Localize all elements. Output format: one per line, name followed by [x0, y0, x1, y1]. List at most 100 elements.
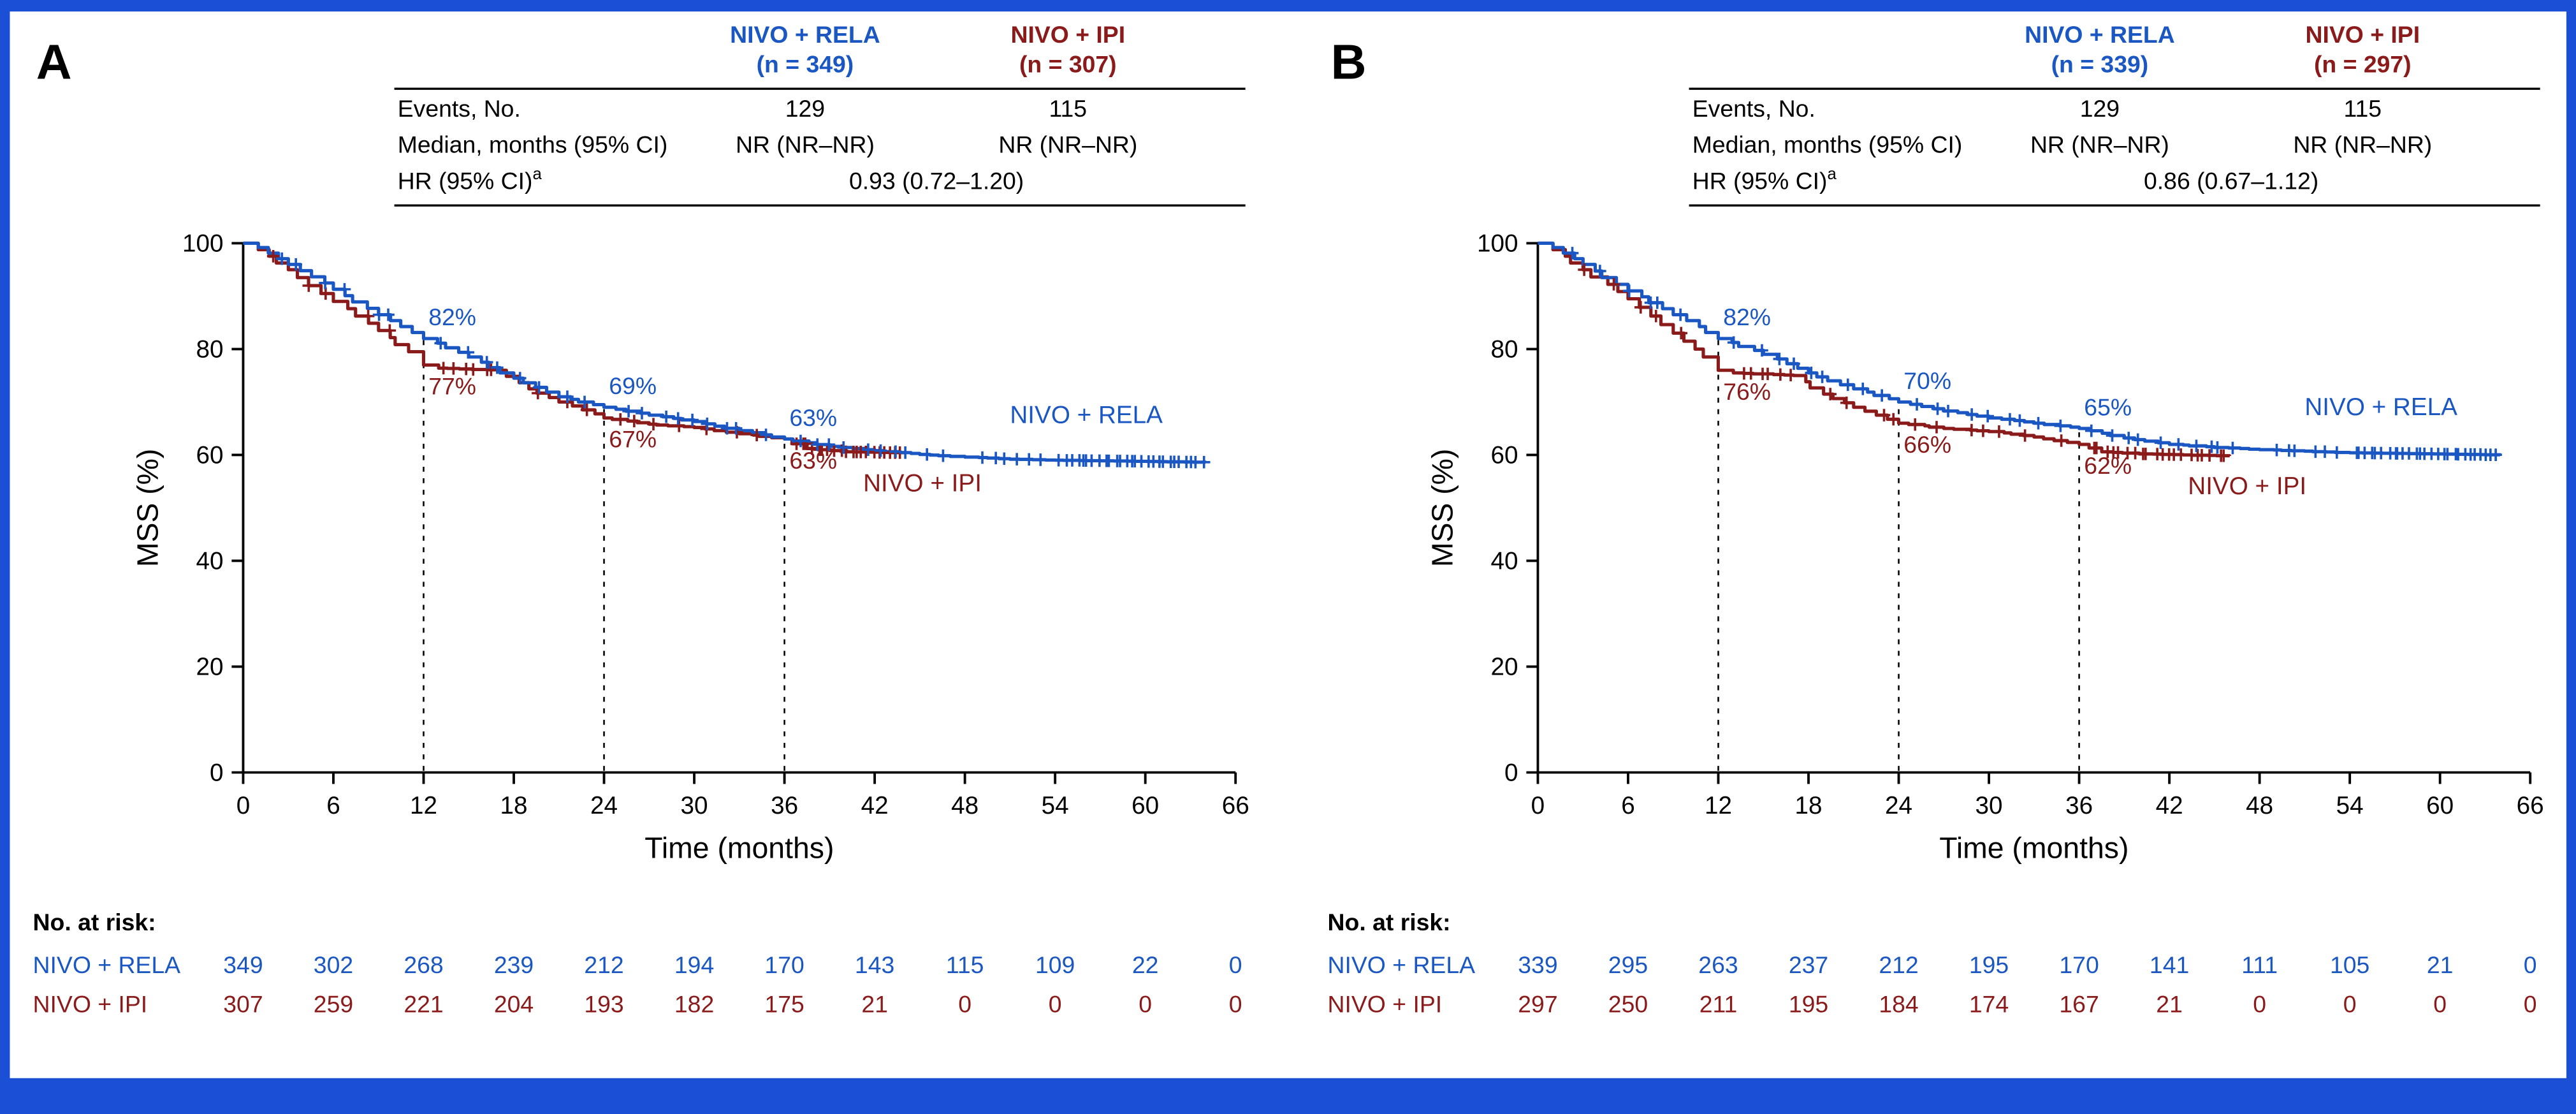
x-tick-label: 60	[2426, 792, 2454, 819]
col-header-ipi-n: (n = 307)	[1019, 50, 1117, 77]
y-tick-label: 80	[196, 335, 224, 363]
at-risk-value: 195	[1789, 991, 1828, 1018]
x-tick-label: 0	[236, 792, 251, 819]
x-tick-label: 48	[2246, 792, 2273, 819]
at-risk-value: 21	[861, 991, 888, 1018]
y-axis-label: MSS (%)	[131, 449, 164, 568]
curve-label-nivo-rela: NIVO + RELA	[2304, 393, 2457, 421]
x-tick-label: 36	[2065, 792, 2093, 819]
x-tick-label: 30	[681, 792, 708, 819]
at-risk-value: 0	[2433, 991, 2447, 1018]
at-risk-value: 268	[404, 951, 443, 978]
landmark-pct-ipi: 76%	[1723, 378, 1771, 405]
events-ipi-value: 115	[1049, 95, 1088, 122]
at-risk-value: 111	[2241, 951, 2278, 978]
at-risk-value: 0	[2524, 991, 2537, 1018]
y-tick-label: 100	[1477, 230, 1518, 257]
y-tick-label: 20	[196, 653, 224, 680]
events-rela-value: 129	[785, 95, 825, 122]
curve-label-nivo-ipi: NIVO + IPI	[2188, 473, 2306, 500]
at-risk-value: 174	[1969, 991, 2009, 1018]
x-tick-label: 42	[861, 792, 889, 819]
hr-row-label: HR (95% CI)a	[1692, 165, 1837, 194]
events-row-label: Events, No.	[398, 95, 521, 122]
col-header-rela-n: (n = 349)	[757, 50, 854, 77]
col-header-rela-n: (n = 339)	[2051, 50, 2149, 77]
median-rela-value: NR (NR–NR)	[736, 131, 875, 158]
median-row-label: Median, months (95% CI)	[1692, 131, 1963, 158]
curve-label-nivo-rela: NIVO + RELA	[1010, 401, 1163, 429]
at-risk-value: 339	[1518, 951, 1557, 978]
y-tick-label: 60	[196, 441, 224, 469]
censor-marks-nivo-rela	[275, 252, 1211, 469]
at-risk-row-label: NIVO + RELA	[33, 951, 181, 978]
landmark-pct-ipi: 62%	[2084, 452, 2132, 479]
at-risk-value: 21	[2156, 991, 2183, 1018]
x-axis-label: Time (months)	[644, 831, 834, 864]
km-curve-nivo-rela	[243, 241, 1207, 464]
col-header-ipi: NIVO + IPI	[1011, 21, 1126, 48]
at-risk-value: 212	[1879, 951, 1918, 978]
y-tick-label: 40	[196, 547, 224, 575]
x-tick-label: 24	[590, 792, 618, 819]
axes	[242, 243, 1236, 774]
x-tick-label: 60	[1132, 792, 1159, 819]
events-rela-value: 129	[2080, 95, 2120, 122]
at-risk-value: 184	[1879, 991, 1918, 1018]
x-tick-label: 24	[1885, 792, 1912, 819]
at-risk-value: 109	[1035, 951, 1075, 978]
no-at-risk-label: No. at risk:	[33, 909, 156, 935]
landmark-pct-rela: 82%	[1723, 304, 1771, 330]
landmark-pct-rela: 65%	[2084, 393, 2132, 420]
at-risk-value: 0	[1139, 991, 1152, 1018]
at-risk-value: 307	[223, 991, 263, 1018]
x-tick-label: 66	[2517, 792, 2544, 819]
panel-letter: A	[36, 35, 72, 90]
km-curve-nivo-ipi	[1538, 241, 2232, 458]
at-risk-value: 221	[404, 991, 443, 1018]
x-tick-label: 12	[410, 792, 437, 819]
events-ipi-value: 115	[2344, 95, 2382, 122]
at-risk-value: 22	[1132, 951, 1159, 978]
at-risk-value: 295	[1608, 951, 1648, 978]
median-ipi-value: NR (NR–NR)	[2293, 131, 2432, 158]
at-risk-value: 0	[1229, 951, 1242, 978]
at-risk-row-label: NIVO + IPI	[33, 991, 148, 1018]
axes	[1536, 243, 2531, 774]
x-tick-label: 0	[1531, 792, 1545, 819]
panel-letter: B	[1331, 35, 1367, 90]
at-risk-value: 237	[1789, 951, 1828, 978]
x-tick-label: 36	[771, 792, 798, 819]
at-risk-value: 239	[494, 951, 534, 978]
x-tick-label: 54	[2336, 792, 2364, 819]
at-risk-value: 21	[2427, 951, 2454, 978]
at-risk-value: 105	[2330, 951, 2369, 978]
at-risk-value: 182	[674, 991, 714, 1018]
median-rela-value: NR (NR–NR)	[2030, 131, 2169, 158]
y-tick-label: 0	[1504, 759, 1518, 786]
landmark-pct-rela: 69%	[609, 372, 657, 399]
at-risk-value: 0	[1229, 991, 1242, 1018]
hr-value: 0.86 (0.67–1.12)	[2144, 167, 2318, 194]
at-risk-value: 0	[958, 991, 971, 1018]
at-risk-value: 193	[584, 991, 623, 1018]
y-tick-label: 100	[182, 230, 224, 257]
at-risk-value: 263	[1698, 951, 1738, 978]
landmark-pct-ipi: 63%	[789, 447, 837, 474]
figure-background	[10, 11, 2566, 1078]
at-risk-value: 194	[674, 951, 714, 978]
median-ipi-value: NR (NR–NR)	[998, 131, 1137, 158]
col-header-ipi: NIVO + IPI	[2306, 21, 2420, 48]
at-risk-value: 259	[314, 991, 353, 1018]
col-header-rela: NIVO + RELA	[730, 21, 880, 48]
at-risk-value: 170	[2059, 951, 2099, 978]
col-header-rela: NIVO + RELA	[2025, 21, 2175, 48]
x-tick-label: 42	[2156, 792, 2183, 819]
at-risk-value: 212	[584, 951, 623, 978]
y-tick-label: 40	[1491, 547, 1518, 575]
at-risk-value: 115	[946, 951, 984, 978]
at-risk-value: 211	[1699, 991, 1738, 1018]
